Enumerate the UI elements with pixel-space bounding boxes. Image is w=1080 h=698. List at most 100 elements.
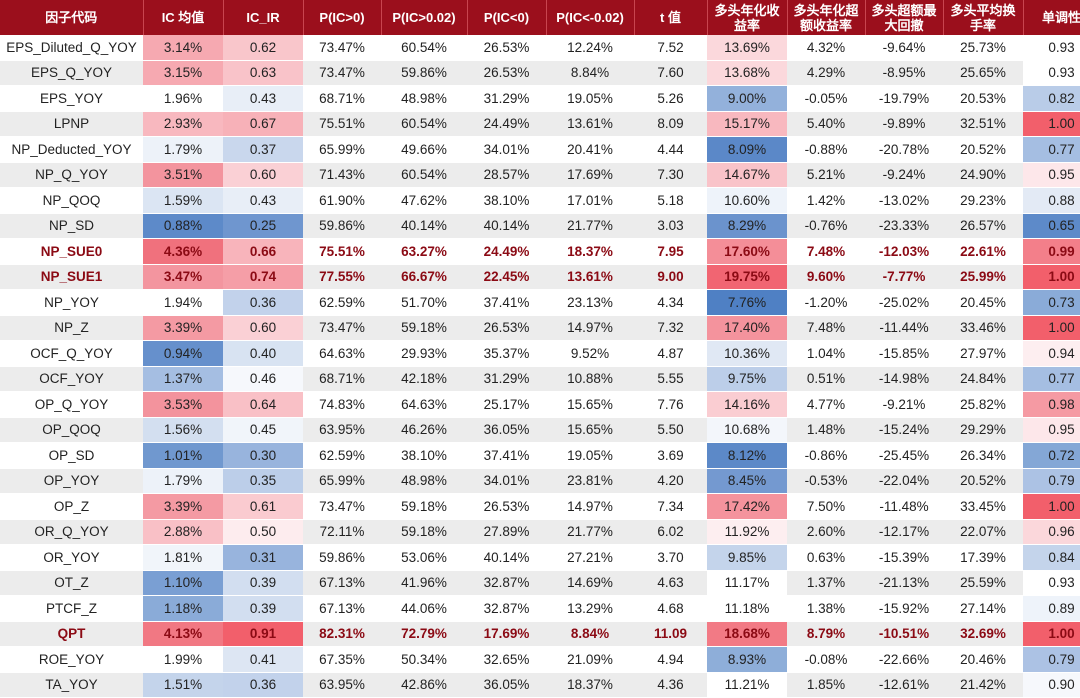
table-cell: 73.47% (303, 60, 381, 86)
table-cell: 1.79% (143, 136, 223, 163)
table-cell: 0.30 (223, 442, 303, 469)
table-cell: 19.75% (707, 264, 787, 290)
table-row: OP_SD 1.01% 0.30 62.59% 38.10% 37.41% 19.05% 3.… (0, 442, 1080, 469)
table-cell: 1.59% (143, 187, 223, 214)
table-cell: 40.14% (381, 213, 467, 239)
table-header: 因子代码 IC 均值 IC_IR P(IC>0) P(IC>0.02) P(IC<0) P(… (0, 0, 1080, 35)
table-cell: 4.20 (634, 468, 707, 494)
factor-code-cell: NP_SUE0 (0, 238, 143, 265)
table-cell: 0.35 (223, 468, 303, 494)
table-cell: 59.18% (381, 315, 467, 341)
table-cell: 65.99% (303, 468, 381, 494)
table-row: EPS_Q_YOY 3.15% 0.63 73.47% 59.86% 26.53% 8.84… (0, 60, 1080, 86)
table-cell: 14.69% (546, 570, 634, 596)
table-cell: 1.00 (1023, 493, 1080, 520)
table-row: PTCF_Z 1.18% 0.39 67.13% 44.06% 32.87% 13.29% 4… (0, 595, 1080, 622)
table-cell: 4.68 (634, 595, 707, 622)
table-cell: 0.91 (223, 621, 303, 647)
column-header: IC 均值 (143, 0, 224, 35)
table-cell: 0.25 (223, 213, 303, 239)
table-cell: 3.14% (143, 35, 223, 61)
table-cell: 0.93 (1023, 60, 1080, 86)
column-header-line: 手率 (969, 17, 996, 33)
table-cell: 71.43% (303, 162, 381, 188)
table-cell: 20.41% (546, 136, 634, 163)
table-cell: -8.95% (865, 60, 943, 86)
table-cell: 32.51% (943, 111, 1023, 137)
table-cell: 31.29% (467, 366, 546, 392)
table-cell: 9.00 (634, 264, 707, 290)
table-cell: 3.53% (143, 391, 223, 418)
table-cell: 3.51% (143, 162, 223, 188)
table-cell: 9.60% (787, 264, 865, 290)
table-cell: 53.06% (381, 544, 467, 571)
column-header: 单调性 (1023, 0, 1080, 35)
table-cell: -0.08% (787, 646, 865, 673)
table-cell: -15.39% (865, 544, 943, 571)
table-cell: 8.09% (707, 136, 787, 163)
table-cell: 19.05% (546, 442, 634, 469)
table-cell: 11.18% (707, 595, 787, 622)
table-cell: 0.31 (223, 544, 303, 571)
table-cell: 15.65% (546, 417, 634, 443)
table-cell: 32.69% (943, 621, 1023, 647)
table-cell: 0.50 (223, 519, 303, 545)
table-cell: 0.84 (1023, 544, 1080, 571)
table-cell: 1.00 (1023, 111, 1080, 137)
table-cell: 42.18% (381, 366, 467, 392)
table-cell: 40.14% (467, 213, 546, 239)
table-cell: 67.13% (303, 595, 381, 622)
table-cell: -15.24% (865, 417, 943, 443)
table-cell: 3.15% (143, 60, 223, 86)
table-cell: 3.03 (634, 213, 707, 239)
table-cell: 15.65% (546, 391, 634, 418)
table-cell: 7.48% (787, 238, 865, 265)
table-cell: 2.88% (143, 519, 223, 545)
table-cell: 72.79% (381, 621, 467, 647)
table-cell: 29.23% (943, 187, 1023, 214)
table-cell: 3.39% (143, 493, 223, 520)
table-cell: 0.60 (223, 162, 303, 188)
table-cell: 4.77% (787, 391, 865, 418)
table-cell: 28.57% (467, 162, 546, 188)
table-cell: 4.63 (634, 570, 707, 596)
table-cell: 1.48% (787, 417, 865, 443)
table-cell: 0.79 (1023, 468, 1080, 494)
table-cell: 29.29% (943, 417, 1023, 443)
table-cell: 63.95% (303, 417, 381, 443)
table-cell: 1.81% (143, 544, 223, 571)
factor-code-cell: NP_Q_YOY (0, 162, 143, 188)
column-header: 多头年化收 益率 (707, 0, 788, 35)
table-cell: 27.21% (546, 544, 634, 571)
table-cell: -12.17% (865, 519, 943, 545)
table-row: OR_Q_YOY 2.88% 0.50 72.11% 59.18% 27.89% 21.77… (0, 519, 1080, 545)
factor-code-cell: OR_YOY (0, 544, 143, 571)
table-cell: 23.81% (546, 468, 634, 494)
factor-code-cell: PTCF_Z (0, 595, 143, 622)
table-cell: 1.37% (787, 570, 865, 596)
column-header-line: P(IC<-0.02) (556, 10, 624, 25)
table-cell: 22.45% (467, 264, 546, 290)
factor-code-cell: LPNP (0, 111, 143, 137)
table-cell: 25.65% (943, 60, 1023, 86)
table-cell: 0.36 (223, 289, 303, 316)
table-cell: 10.60% (707, 187, 787, 214)
table-row: OP_QOQ 1.56% 0.45 63.95% 46.26% 36.05% 15.65% 5… (0, 417, 1080, 443)
table-cell: 25.17% (467, 391, 546, 418)
table-cell: 17.60% (707, 238, 787, 265)
table-cell: 67.13% (303, 570, 381, 596)
table-cell: 63.27% (381, 238, 467, 265)
table-cell: -11.48% (865, 493, 943, 520)
table-cell: 0.65 (1023, 213, 1080, 239)
table-cell: 0.45 (223, 417, 303, 443)
table-cell: 0.46 (223, 366, 303, 392)
table-cell: 60.54% (381, 111, 467, 137)
table-row: OP_Z 3.39% 0.61 73.47% 59.18% 26.53% 14.97% 7.3… (0, 493, 1080, 520)
table-cell: 32.87% (467, 595, 546, 622)
table-cell: 7.34 (634, 493, 707, 520)
table-cell: -22.04% (865, 468, 943, 494)
table-cell: 5.26 (634, 85, 707, 112)
factor-code-cell: QPT (0, 621, 143, 647)
table-cell: 75.51% (303, 238, 381, 265)
column-header: 多头超额最 大回撤 (865, 0, 944, 35)
